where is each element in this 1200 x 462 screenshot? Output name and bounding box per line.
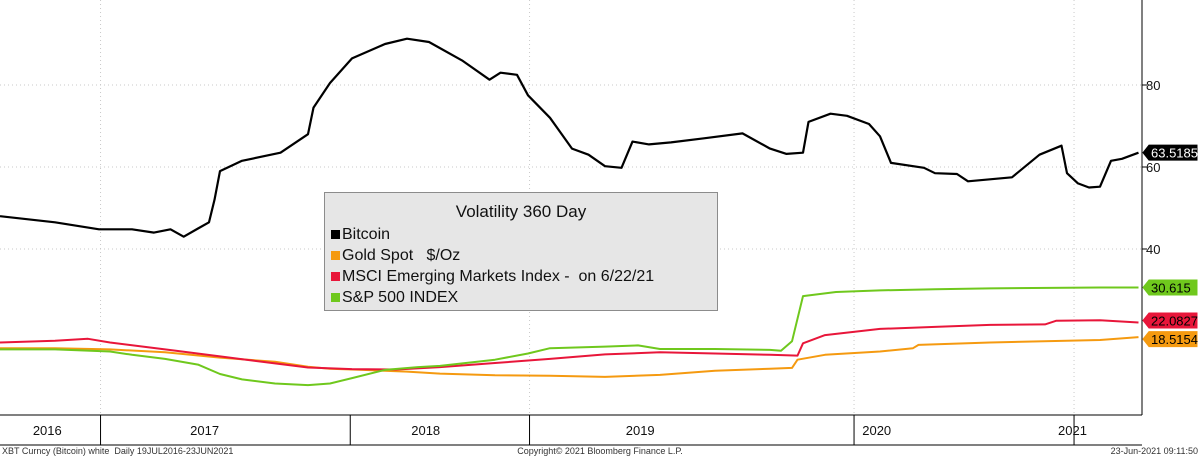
year-label-2018: 2018 bbox=[411, 423, 440, 438]
y-tick-label-60: 60 bbox=[1146, 160, 1160, 175]
year-label-2021: 2021 bbox=[1058, 423, 1087, 438]
y-ticks: 40 60 80 bbox=[1142, 78, 1160, 257]
legend-swatch-bitcoin bbox=[331, 230, 340, 239]
series-line-msci-emerging-markets-index-on-6-22-21 bbox=[0, 319, 1139, 371]
y-tick-label-80: 80 bbox=[1146, 78, 1160, 93]
series-lines bbox=[0, 37, 1139, 387]
legend-entry-gold: Gold Spot $/Oz bbox=[325, 245, 717, 266]
footer-center: Copyright© 2021 Bloomberg Finance L.P. bbox=[517, 446, 683, 456]
legend-entry-msci: MSCI Emerging Markets Index - on 6/22/21 bbox=[325, 266, 717, 287]
year-label-2016: 2016 bbox=[33, 423, 62, 438]
footer-left: XBT Curncy (Bitcoin) white Daily 19JUL20… bbox=[2, 446, 234, 456]
legend-label-bitcoin: Bitcoin bbox=[342, 225, 391, 243]
y-tick-label-40: 40 bbox=[1146, 242, 1160, 257]
series-line-s-p-500-index bbox=[0, 286, 1139, 387]
year-label-2020: 2020 bbox=[862, 423, 891, 438]
year-label-2017: 2017 bbox=[190, 423, 219, 438]
legend-label-sp500: S&P 500 INDEX bbox=[342, 288, 459, 306]
legend-entry-sp500: S&P 500 INDEX bbox=[325, 287, 717, 308]
value-label-gold-spot-oz: 18.5154 bbox=[1151, 332, 1198, 347]
legend-label-gold: Gold Spot $/Oz bbox=[342, 246, 461, 264]
value-tag-bitcoin bbox=[1142, 144, 1198, 161]
chart-title: Volatility 360 Day bbox=[455, 202, 587, 221]
value-tag-msci-emerging-markets-index-on-6-22-21 bbox=[1142, 312, 1198, 329]
legend-entry-bitcoin: Bitcoin bbox=[325, 224, 717, 245]
value-label-msci-emerging-markets-index-on-6-22-21: 22.0827 bbox=[1151, 313, 1198, 328]
value-tag-gold-spot-oz bbox=[1142, 331, 1198, 348]
year-labels: 2016 2017 2018 2019 2020 2021 bbox=[33, 415, 1087, 445]
value-label-s-p-500-index: 30.615 bbox=[1151, 280, 1191, 295]
legend-label-msci: MSCI Emerging Markets Index - on 6/22/21 bbox=[342, 267, 655, 285]
legend-swatch-gold bbox=[331, 251, 340, 260]
value-labels: 63.5185 30.615 22.0827 18.5154 bbox=[1142, 144, 1198, 348]
legend-swatch-sp500 bbox=[331, 293, 340, 302]
footer-right: 23-Jun-2021 09:11:50 bbox=[1110, 446, 1198, 456]
legend: Volatility 360 Day Bitcoin Gold Spot $/O… bbox=[324, 192, 718, 311]
year-label-2019: 2019 bbox=[626, 423, 655, 438]
value-tag-s-p-500-index bbox=[1142, 279, 1198, 296]
legend-swatch-msci bbox=[331, 272, 340, 281]
series-line-bitcoin bbox=[0, 37, 1139, 238]
value-label-bitcoin: 63.5185 bbox=[1151, 146, 1198, 161]
